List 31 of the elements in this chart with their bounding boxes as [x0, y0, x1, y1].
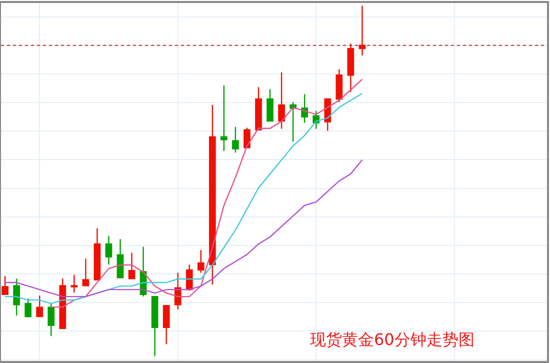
candlestick: [209, 104, 216, 286]
candlestick: [186, 264, 193, 292]
candlestick: [70, 274, 78, 294]
candlestick: [48, 302, 55, 337]
candlestick: [13, 278, 20, 316]
candlestick: [59, 278, 66, 330]
candlestick: [128, 252, 136, 280]
candlestick: [174, 272, 182, 310]
text: 现货黄金60分钟走势图: [310, 330, 474, 349]
candlestick: [82, 258, 90, 286]
candlestick: [290, 102, 296, 142]
candlestick: [36, 294, 44, 318]
candlestick: [2, 275, 8, 296]
candlestick: [162, 305, 170, 345]
candlestick: [358, 5, 366, 56]
candlestick: [220, 84, 228, 152]
candlestick: [278, 72, 285, 130]
candlestick: [116, 238, 124, 278]
candlestick: [24, 298, 32, 318]
candlestick: [94, 228, 101, 280]
candlestick: [197, 249, 204, 274]
candlestick: [255, 86, 262, 130]
candlestick: [244, 127, 250, 148]
candlestick: [266, 88, 274, 122]
candlestick: [105, 235, 112, 266]
candlestick: [347, 43, 354, 93]
candlestick: [232, 126, 239, 154]
candlestick: [312, 110, 320, 130]
candlestick: [301, 93, 308, 124]
candlestick: [151, 296, 158, 357]
candlestick: [336, 68, 343, 103]
